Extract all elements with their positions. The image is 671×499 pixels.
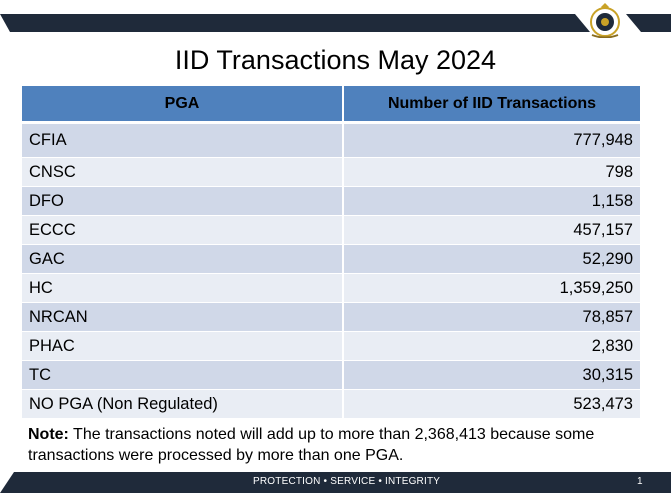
pga-cell: NO PGA (Non Regulated)	[22, 389, 344, 419]
count-cell: 2,830	[343, 331, 640, 361]
count-cell: 777,948	[343, 122, 640, 158]
note-label: Note:	[28, 426, 69, 443]
pga-cell: NRCAN	[22, 302, 344, 332]
table-row: NRCAN 78,857	[22, 302, 640, 332]
table-row: PHAC 2,830	[22, 331, 640, 361]
pga-cell: TC	[22, 360, 344, 390]
count-cell: 1,359,250	[343, 273, 640, 303]
count-cell: 30,315	[343, 360, 640, 390]
pga-cell: CFIA	[22, 122, 344, 158]
table-row: ECCC 457,157	[22, 215, 640, 245]
count-cell: 523,473	[343, 389, 640, 419]
table-row: CFIA 777,948	[22, 122, 640, 158]
count-cell: 78,857	[343, 302, 640, 332]
column-header-pga: PGA	[22, 86, 344, 124]
footnote: Note: The transactions noted will add up…	[28, 424, 638, 466]
footer-tagline: PROTECTION • SERVICE • INTEGRITY	[253, 476, 441, 487]
pga-cell: PHAC	[22, 331, 344, 361]
count-cell: 798	[343, 157, 640, 187]
page-number: 1	[637, 476, 643, 487]
pga-cell: ECCC	[22, 215, 344, 245]
count-cell: 52,290	[343, 244, 640, 274]
pga-transactions-table: PGA Number of IID Transactions CFIA 777,…	[22, 86, 640, 419]
cbsa-crest-logo	[590, 3, 620, 38]
table-row: HC 1,359,250	[22, 273, 640, 303]
column-header-transactions: Number of IID Transactions	[343, 86, 640, 124]
table-row: GAC 52,290	[22, 244, 640, 274]
note-text: The transactions noted will add up to mo…	[28, 426, 595, 464]
table-row: NO PGA (Non Regulated) 523,473	[22, 389, 640, 419]
count-cell: 1,158	[343, 186, 640, 216]
table-header-row: PGA Number of IID Transactions	[22, 86, 640, 124]
pga-cell: HC	[22, 273, 344, 303]
bottom-banner	[0, 472, 671, 493]
table-row: CNSC 798	[22, 157, 640, 187]
slide-title: IID Transactions May 2024	[174, 45, 497, 75]
count-cell: 457,157	[343, 215, 640, 245]
table-row: TC 30,315	[22, 360, 640, 390]
table-row: DFO 1,158	[22, 186, 640, 216]
pga-cell: CNSC	[22, 157, 344, 187]
top-banner	[0, 14, 671, 32]
pga-cell: DFO	[22, 186, 344, 216]
pga-cell: GAC	[22, 244, 344, 274]
